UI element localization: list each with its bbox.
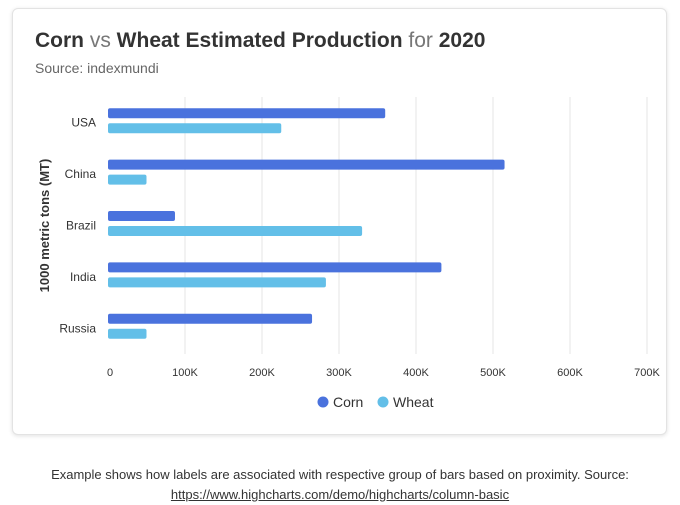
x-tick-label: 200K — [249, 367, 275, 379]
chart-title-part: 2020 — [438, 29, 486, 52]
legend-label-corn: Corn — [333, 394, 363, 410]
chart-title: Corn vs Wheat Estimated Production for 2… — [35, 29, 485, 53]
x-tick-label: 300K — [326, 367, 352, 379]
legend-label-wheat: Wheat — [393, 394, 434, 410]
legend-marker-corn — [317, 396, 329, 408]
x-tick-label: 500K — [480, 367, 506, 379]
bar-corn-china — [108, 159, 505, 170]
source-link[interactable]: https://www.highcharts.com/demo/highchar… — [170, 487, 510, 502]
x-tick-label: 700K — [634, 367, 660, 379]
y-category-label: India — [70, 270, 96, 284]
bar-corn-brazil — [108, 211, 175, 221]
figure-caption: Example shows how labels are associated … — [0, 465, 680, 505]
bar-chart: 0 100K 200K 300K 400K 500K 600K 700K USA China Bra… — [37, 97, 661, 410]
y-category-label: China — [65, 167, 97, 181]
chart-title-part: Wheat Estimated Production — [116, 29, 403, 52]
x-tick-label: 0 — [107, 367, 113, 379]
x-tick-label: 600K — [557, 367, 583, 379]
chart-card: Corn vs Wheat Estimated Production for 2… — [12, 8, 667, 435]
bar-corn-india — [108, 262, 442, 273]
y-category-label: USA — [71, 116, 96, 130]
bar-wheat-china — [108, 174, 147, 185]
bar-wheat-brazil — [108, 226, 363, 236]
bar-wheat-india — [108, 277, 326, 288]
y-axis-title: 1000 metric tons (MT) — [37, 159, 52, 293]
legend-marker-wheat — [377, 396, 389, 408]
bar-wheat-usa — [108, 123, 282, 134]
x-tick-label: 400K — [403, 367, 429, 379]
y-category-label: Brazil — [66, 219, 96, 233]
chart-title-part: for — [402, 29, 439, 52]
chart-title-part: vs — [84, 29, 117, 52]
x-tick-label: 100K — [172, 367, 198, 379]
bar-corn-russia — [108, 313, 313, 324]
y-category-label: Russia — [59, 321, 96, 335]
chart-title-part: Corn — [35, 29, 84, 52]
caption-text: Example shows how labels are associated … — [51, 467, 629, 482]
chart-subtitle: Source: indexmundi — [35, 60, 159, 76]
bar-corn-usa — [108, 108, 386, 119]
bar-wheat-russia — [108, 328, 147, 339]
